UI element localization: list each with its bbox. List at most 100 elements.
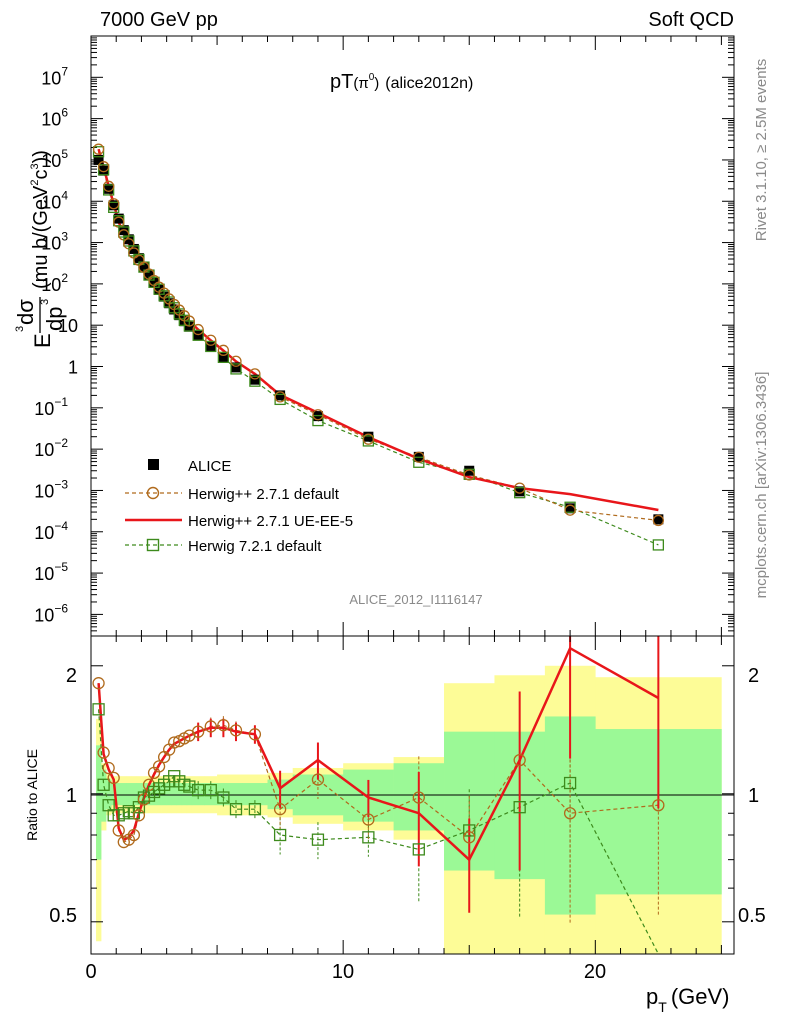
tick-exponent: 3 (61, 230, 68, 244)
tick-base: 10 (34, 605, 54, 625)
ratio-series (92, 636, 665, 955)
main-panel: 10710610510410310210110−110−210−310−410−… (13, 35, 735, 637)
herwig7-ratio-point (311, 833, 325, 846)
herwig7-main-point (249, 375, 261, 387)
tick-exponent: −2 (54, 436, 68, 450)
legend: ALICE Herwig++ 2.7.1 default Herwig++ 2.… (125, 458, 353, 555)
alice-point (143, 269, 154, 280)
tick-exponent: −1 (54, 395, 68, 409)
stat-band-bin (131, 783, 137, 806)
tick-base: 10 (34, 481, 54, 501)
legend-marker-alice (148, 459, 159, 470)
title-particle: (π (353, 75, 368, 92)
tick-exponent: −5 (54, 560, 68, 574)
stat-band-bin (116, 783, 122, 806)
herwig-default-ratio-point (248, 728, 262, 741)
legend-label-herwig7: Herwig 7.2.1 default (188, 538, 322, 555)
herwig-default-ratio-point (204, 720, 217, 733)
herwig-default-main-point (192, 323, 204, 336)
main-y-tick-label: 10−4 (34, 519, 68, 543)
ratio-y-tick-2: 2 (66, 665, 77, 687)
main-y-tick-label: 10 (58, 316, 78, 336)
plot-title: pT(π0) (alice2012n) (330, 71, 473, 93)
herwig-default-ratio-point (513, 753, 526, 767)
ylabel-dp: dp (42, 307, 67, 331)
alice-point (514, 486, 525, 497)
herwig7-main-point (192, 329, 204, 341)
herwig-default-ratio-point (412, 791, 425, 804)
ratio-plot-area (90, 635, 735, 955)
herwig7-ratio-point (273, 828, 287, 842)
ylabel-d3: 3 (14, 326, 26, 332)
tick-exponent: 6 (61, 106, 68, 120)
ratio-axes (90, 636, 734, 954)
herwig-default-main-point (205, 334, 217, 346)
stat-band-bin (176, 783, 183, 806)
main-y-tick-label: 10−6 (34, 601, 68, 625)
header-left: 7000 GeV pp (100, 9, 218, 31)
title-analysis: (alice2012n) (385, 75, 473, 92)
herwig7-main-point (413, 456, 425, 468)
ratio-panel: Ratio to ALICE 2 1 0.5 2 1 0.5 0 10 20 p… (24, 635, 766, 1015)
ylabel-dp3: 3 (39, 299, 51, 305)
tick-base: 1 (68, 358, 78, 378)
xlabel-unit: (GeV) (671, 984, 730, 1009)
legend-item-alice: ALICE (148, 458, 231, 475)
herwig-default-ratio-point (229, 724, 243, 737)
alice-point (133, 253, 144, 264)
tick-base: 10 (41, 68, 61, 88)
stat-band-bin (242, 783, 268, 806)
alice-point (103, 183, 114, 194)
herwig-default-ratio-point (362, 813, 375, 826)
ylabel-units: (mu b/(GeV2c3)) (29, 150, 52, 289)
legend-label-herwig-default: Herwig++ 2.7.1 default (188, 486, 340, 503)
herwig7-main-point (108, 201, 120, 214)
ylabel-units-c: c (30, 170, 52, 180)
herwig7-ratio-point (183, 780, 196, 793)
tick-exponent: 2 (61, 271, 68, 285)
ylabel-dsigma: dσ (13, 299, 38, 325)
stat-band-bin (171, 783, 178, 806)
herwig-default-main-point (97, 161, 110, 173)
alice-point (565, 503, 576, 514)
alice-point (249, 374, 260, 385)
herwig-default-ratio-point (273, 803, 287, 816)
herwig-default-main-point (413, 451, 425, 463)
stat-band-bin (181, 783, 188, 806)
xlabel-T: T (658, 999, 667, 1015)
x-tick-10: 10 (332, 961, 354, 983)
herwig-default-main-point (312, 409, 324, 421)
stat-band-bin (121, 783, 127, 806)
herwig-default-ratio-point (132, 809, 146, 822)
ylabel-units-close: )) (30, 150, 52, 163)
herwig7-main-point (312, 414, 324, 427)
herwig7-ratio-point (412, 843, 425, 856)
herwig7-ratio-point (97, 778, 110, 791)
alice-point (149, 277, 160, 288)
herwig-ueee5-main-line (97, 148, 659, 512)
herwig7-main-line (98, 151, 659, 546)
tick-base: 10 (34, 523, 54, 543)
alice-point (464, 465, 475, 476)
herwig7-ratio-point (248, 803, 262, 816)
x-axis-label: pT (GeV) (646, 984, 730, 1015)
herwig7-main-point (652, 539, 665, 551)
herwig-default-ratio-point (652, 799, 665, 812)
alice-point (93, 154, 104, 165)
tick-exponent: −4 (54, 519, 68, 533)
herwig-default-ratio-point (92, 677, 105, 690)
tick-base: 10 (58, 316, 78, 336)
rivet-label: Rivet 3.1.10, ≥ 2.5M events (753, 59, 770, 242)
tick-base: 10 (41, 151, 61, 171)
herwig-default-main-point (564, 504, 576, 516)
main-series (92, 143, 665, 551)
alice-point (363, 431, 374, 442)
herwig-default-ratio-line (98, 683, 659, 843)
stat-band-bin (204, 783, 218, 806)
herwig-default-main-point (652, 514, 665, 527)
herwig-default-ratio-point (127, 828, 141, 842)
alice-point (138, 261, 149, 272)
herwig7-ratio-point (204, 783, 217, 797)
main-y-tick-label: 104 (41, 188, 68, 212)
herwig7-main-point (205, 340, 217, 353)
